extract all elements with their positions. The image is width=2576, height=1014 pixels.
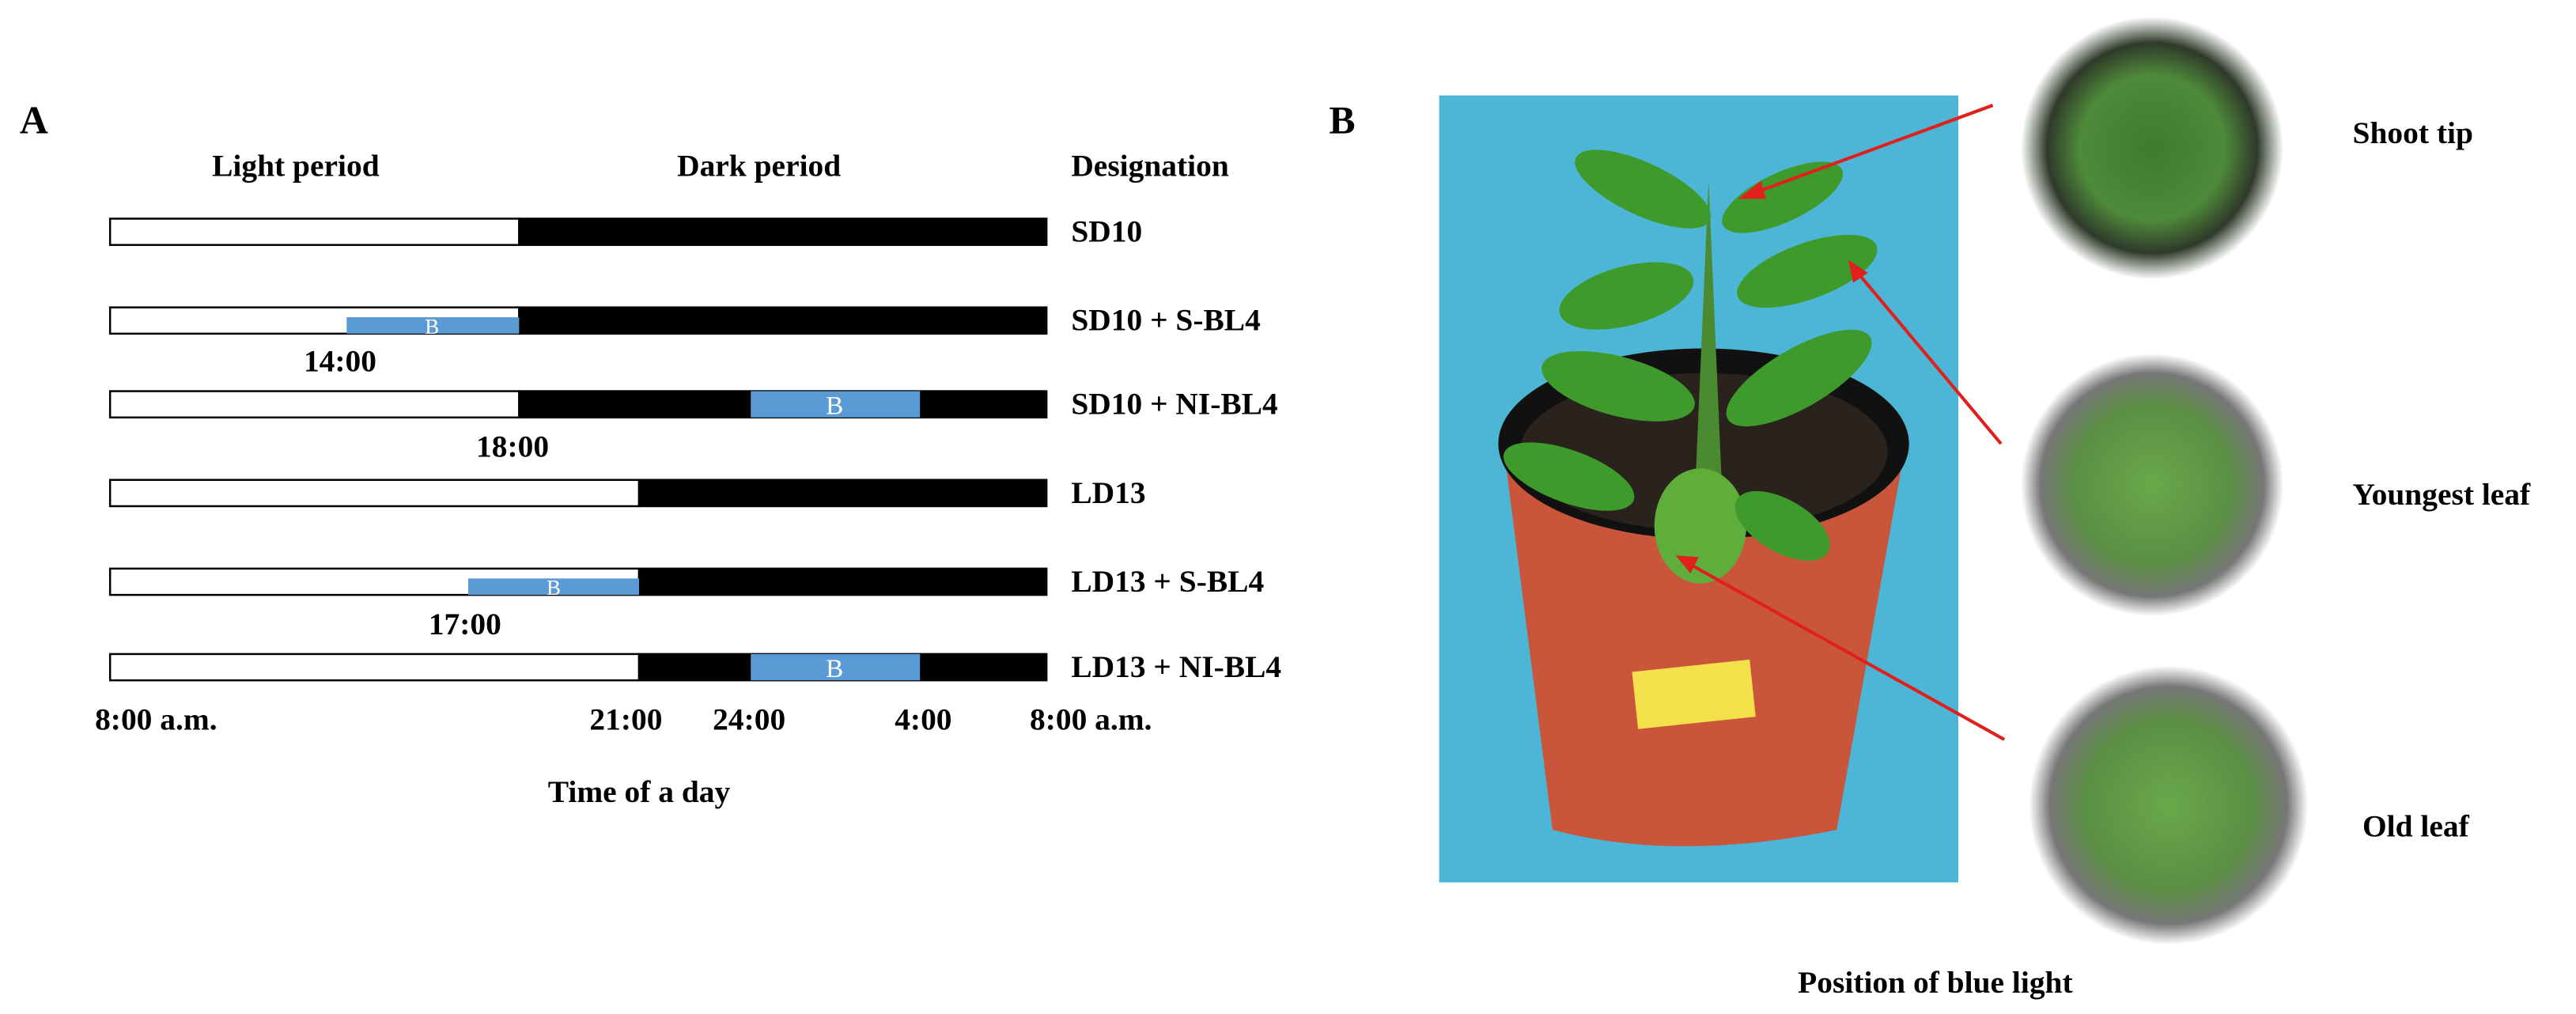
light-bar <box>108 390 520 419</box>
time-axis-label: 8:00 a.m. <box>95 702 218 736</box>
blue-bar <box>751 391 921 418</box>
designation: LD13 + S-BL4 <box>1071 564 1264 599</box>
time-axis-label: 24:00 <box>713 702 785 736</box>
blue-bar <box>346 317 520 334</box>
dark-bar <box>518 306 1048 335</box>
blue-label: B <box>826 654 843 683</box>
panel-label: A <box>20 98 48 142</box>
blue-label: B <box>826 392 843 421</box>
blue-bar <box>467 578 640 596</box>
plant-photo <box>1439 95 1958 883</box>
dark-bar <box>518 218 1048 246</box>
header: Dark period <box>677 148 841 183</box>
designation: SD10 <box>1071 214 1142 249</box>
time-axis-label: 21:00 <box>589 702 662 736</box>
light-bar <box>108 653 641 682</box>
blue-bar <box>751 653 921 681</box>
dark-bar <box>637 479 1048 508</box>
light-bar <box>108 479 641 508</box>
position-label: Old leaf <box>2362 808 2470 843</box>
panel-a: A Light period Dark period Designation <box>20 98 1281 808</box>
header: Designation <box>1071 148 1229 183</box>
youngest-leaf-photo <box>2020 353 2284 617</box>
time-axis-label: 4:00 <box>895 702 951 736</box>
designation: SD10 + S-BL4 <box>1071 303 1261 338</box>
position-label: Shoot tip <box>2353 115 2473 150</box>
blue-label: B <box>425 315 439 339</box>
designation: LD13 <box>1071 475 1145 510</box>
designation: LD13 + NI-BL4 <box>1071 649 1281 684</box>
bars <box>108 218 1048 682</box>
time-label: 14:00 <box>304 344 376 379</box>
arrows <box>1675 104 2006 741</box>
light-bar <box>108 218 520 246</box>
designation: SD10 + NI-BL4 <box>1071 387 1277 422</box>
position-label: Youngest leaf <box>2353 477 2532 512</box>
header: Light period <box>212 148 380 183</box>
time-label: 18:00 <box>476 429 549 464</box>
time-axis-label: 8:00 a.m. <box>1030 702 1152 736</box>
time-label: 17:00 <box>429 607 501 641</box>
panel-b: B <box>1329 16 2532 1000</box>
blue-label: B <box>547 576 561 600</box>
caption: Position of blue light <box>1798 965 2072 1000</box>
dark-bar <box>637 567 1048 596</box>
old-leaf-photo <box>2029 665 2309 945</box>
axis-title: Time of a day <box>548 774 731 809</box>
shoot-tip-photo <box>2020 16 2284 280</box>
panel-label: B <box>1329 98 1355 142</box>
